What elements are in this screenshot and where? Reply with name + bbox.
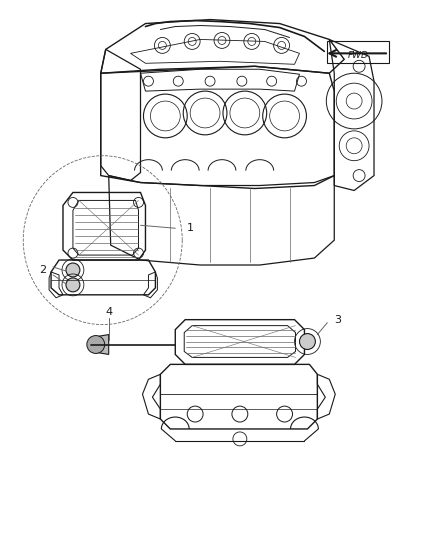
Circle shape: [66, 263, 80, 277]
Text: 3: 3: [334, 314, 341, 325]
Polygon shape: [91, 335, 109, 354]
Circle shape: [66, 278, 80, 292]
Text: 4: 4: [105, 306, 112, 317]
Bar: [327, 42, 389, 63]
Text: 1: 1: [187, 223, 194, 233]
Circle shape: [87, 336, 105, 353]
Circle shape: [300, 334, 315, 350]
Text: 2: 2: [39, 265, 47, 275]
Text: FWD: FWD: [348, 51, 368, 60]
